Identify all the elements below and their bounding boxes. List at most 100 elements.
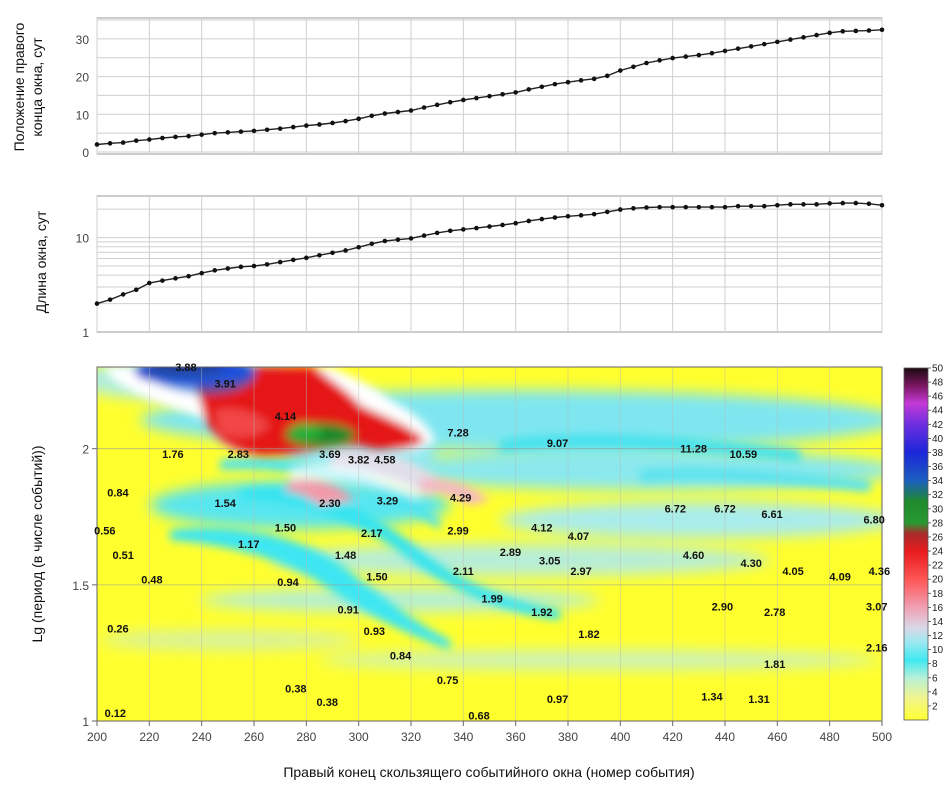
panel2-point	[277, 259, 283, 265]
panel1-point	[447, 99, 453, 105]
panel1-point	[578, 78, 584, 83]
panel1-point	[225, 130, 231, 135]
panel1-point	[107, 141, 113, 146]
heatmap-annotations: 3.88 3.91 4.14 2.83 3.69 3.82 4.58 7.28 9.07 11.2…	[94, 362, 890, 723]
panel2-point	[748, 203, 754, 209]
panel1-point	[304, 123, 309, 128]
panel2-point	[487, 224, 492, 229]
heatmap-annotation: 4.09	[829, 572, 850, 584]
panel1-point	[186, 133, 191, 139]
panel2-point	[434, 230, 440, 236]
heatmap-annotation: 2.11	[453, 566, 474, 578]
panel1-point	[173, 134, 178, 140]
heatmap-annotation: 0.56	[94, 525, 115, 537]
heatmap-annotation: 6.72	[665, 504, 686, 516]
panel1-point	[788, 37, 793, 42]
heatmap-annotation: 3.29	[377, 495, 398, 507]
panel2-point	[788, 202, 793, 207]
heatmap-annotation: 1.76	[162, 449, 183, 461]
panel1-point	[814, 32, 819, 38]
panel2-point	[696, 204, 702, 210]
panel1-point	[866, 28, 872, 33]
panel2-point	[421, 233, 427, 238]
panel2-ytick-label: 10	[76, 232, 90, 246]
panel1-point	[343, 118, 348, 124]
panel2-point	[644, 205, 649, 210]
panel2-point	[173, 276, 178, 281]
heatmap-xlabel: Правый конец скользящего событийного окн…	[283, 764, 694, 780]
colorbar-tick-label: 12	[932, 631, 944, 642]
colorbar-tick-label: 18	[932, 589, 944, 600]
panel2-point	[160, 278, 165, 283]
panel2-point	[539, 216, 545, 222]
heatmap-annotation: 2.83	[228, 449, 249, 461]
panel2-point	[879, 202, 885, 208]
panel2-point	[866, 201, 872, 207]
panel1-point	[421, 105, 427, 110]
panel-window-length: 1 10 Длина окна, сут	[33, 195, 885, 340]
heatmap-annotation: 1.50	[275, 523, 296, 535]
panel1-point	[382, 111, 388, 116]
panel2-ticks: 1 10	[76, 232, 90, 340]
panel1-point	[434, 102, 440, 108]
panel-heatmap: 200 220 240 260 280 300 320 340 360 380 400 420 440 4…	[29, 362, 892, 780]
colorbar-tick-label: 6	[932, 673, 938, 684]
heatmap-annotation: 3.91	[215, 378, 236, 390]
panel2-point	[565, 214, 571, 219]
colorbar-tick-label: 10	[932, 645, 944, 656]
heatmap-annotation: 4.29	[450, 493, 471, 505]
panel1-point	[487, 93, 492, 99]
colorbar-tick-label: 48	[932, 378, 944, 389]
panel1-grid	[96, 18, 883, 154]
heatmap-xtick-label: 280	[296, 730, 316, 744]
panel2-point	[500, 222, 505, 228]
heatmap-annotation: 0.93	[364, 626, 385, 638]
colorbar-tick-label: 30	[932, 504, 944, 515]
panel1-point	[879, 27, 885, 33]
colorbar-tick-label: 8	[932, 659, 938, 670]
heatmap-annotation: 1.99	[481, 593, 502, 605]
heatmap-annotation: 4.05	[782, 566, 803, 578]
panel1-point	[853, 28, 859, 34]
panel2-point	[225, 266, 231, 271]
panel2-point	[264, 262, 270, 267]
colorbar-ticks: 2468101214161820222426283032343638404244…	[928, 364, 944, 712]
panel2-point	[618, 207, 623, 212]
panel1-point	[199, 132, 204, 137]
panel1-point	[120, 140, 126, 145]
panel2-point	[133, 287, 139, 293]
panel1-point	[290, 124, 296, 130]
colorbar-tick-label: 28	[932, 518, 944, 529]
heatmap-annotation: 4.14	[275, 411, 297, 423]
heatmap-annotation: 7.28	[447, 427, 468, 439]
panel2-point	[408, 236, 414, 241]
panel1-point	[761, 41, 767, 47]
colorbar-gradient	[903, 367, 929, 721]
heatmap-annotation: 4.36	[869, 566, 890, 578]
heatmap-xtick-label: 320	[401, 730, 421, 744]
panel2-point	[814, 202, 819, 207]
heatmap-annotation: 0.75	[437, 675, 458, 687]
panel2-point	[395, 237, 401, 242]
heatmap-annotation: 1.92	[531, 607, 552, 619]
colorbar-tick-label: 26	[932, 532, 944, 543]
heatmap-xtick-label: 260	[244, 730, 264, 744]
panel1-point	[552, 81, 558, 87]
panel1-point	[657, 58, 662, 63]
colorbar-tick-label: 24	[932, 547, 944, 558]
heatmap-annotation: 0.38	[317, 697, 338, 709]
heatmap-ytick-label: 1.5	[72, 579, 89, 593]
heatmap-annotation: 3.07	[866, 602, 887, 614]
panel2-point	[735, 203, 741, 209]
heatmap-annotation: 4.12	[531, 523, 552, 535]
panel2-point	[212, 268, 218, 273]
heatmap-annotation: 2.30	[319, 498, 340, 510]
panel2-point	[238, 264, 244, 270]
colorbar-tick-label: 42	[932, 420, 944, 431]
heatmap-annotation: 2.99	[447, 525, 468, 537]
heatmap-annotation: 1.54	[215, 498, 237, 510]
panel2-point	[290, 257, 296, 263]
panel2-point	[199, 270, 204, 276]
heatmap-annotation: 0.51	[112, 550, 133, 562]
